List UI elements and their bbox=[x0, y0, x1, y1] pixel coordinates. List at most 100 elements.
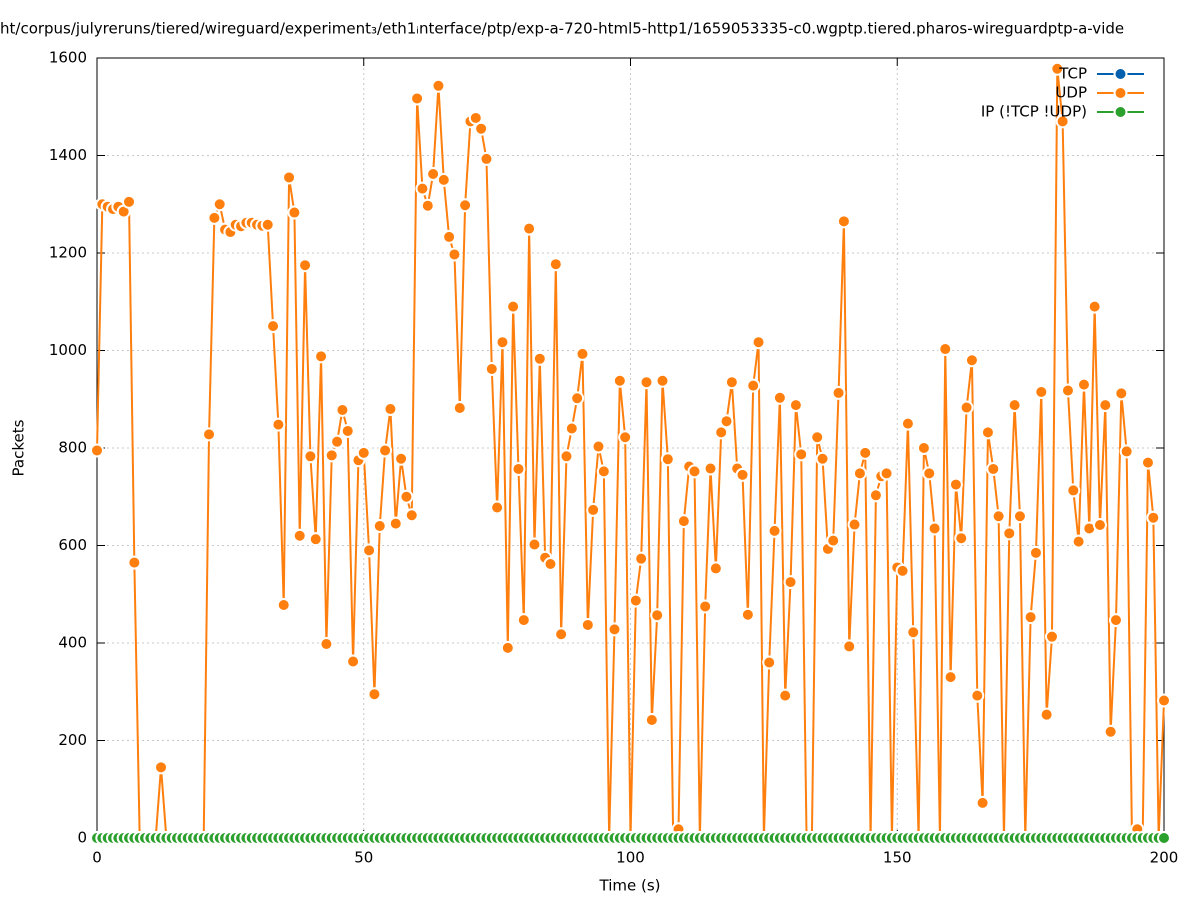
data-point bbox=[847, 517, 862, 532]
data-point bbox=[154, 760, 169, 775]
data-point bbox=[1050, 61, 1065, 76]
x-tick-label: 0 bbox=[92, 849, 102, 867]
data-point bbox=[394, 451, 409, 466]
data-point bbox=[991, 509, 1006, 524]
data-point bbox=[676, 514, 691, 529]
data-point bbox=[740, 607, 755, 622]
data-point bbox=[1028, 545, 1043, 560]
data-point bbox=[607, 622, 622, 637]
y-tick-label: 1000 bbox=[49, 341, 87, 359]
legend-label: IP (!TCP !UDP) bbox=[981, 103, 1087, 121]
data-point bbox=[383, 402, 398, 416]
legend-swatch-marker bbox=[1113, 67, 1128, 81]
data-point bbox=[202, 427, 217, 442]
data-point bbox=[596, 464, 611, 479]
data-point bbox=[516, 613, 531, 628]
data-point bbox=[922, 466, 937, 481]
y-tick-label: 1400 bbox=[49, 146, 87, 164]
data-point bbox=[810, 430, 825, 445]
legend-swatch-marker bbox=[1113, 86, 1128, 100]
data-point bbox=[1098, 398, 1113, 413]
data-point bbox=[586, 502, 601, 517]
data-point bbox=[452, 401, 467, 416]
data-point bbox=[335, 402, 350, 417]
data-point bbox=[1055, 114, 1070, 129]
data-point bbox=[506, 299, 521, 314]
data-point bbox=[458, 198, 473, 213]
data-point bbox=[970, 688, 985, 703]
data-point bbox=[639, 375, 654, 390]
legend-label: TCP bbox=[1058, 65, 1087, 83]
data-point bbox=[916, 441, 931, 455]
data-point bbox=[794, 447, 809, 462]
data-point bbox=[298, 258, 313, 273]
data-point bbox=[783, 575, 798, 590]
data-point bbox=[628, 593, 643, 608]
data-point bbox=[548, 257, 563, 272]
data-point bbox=[522, 221, 537, 236]
data-point bbox=[708, 561, 723, 576]
legend-swatch-marker bbox=[1113, 105, 1128, 119]
data-point bbox=[340, 423, 355, 438]
data-point bbox=[1007, 398, 1022, 413]
data-point bbox=[618, 430, 633, 445]
data-point bbox=[1044, 629, 1059, 644]
data-point bbox=[895, 563, 910, 578]
data-point bbox=[564, 421, 579, 436]
data-point bbox=[788, 398, 803, 413]
data-point bbox=[698, 599, 713, 614]
data-point bbox=[1114, 386, 1129, 401]
data-point bbox=[90, 443, 104, 458]
data-point bbox=[554, 627, 569, 642]
data-point bbox=[751, 335, 766, 350]
data-point bbox=[836, 214, 851, 229]
data-point bbox=[527, 537, 542, 552]
data-point bbox=[276, 597, 291, 612]
data-point bbox=[474, 121, 489, 136]
data-point bbox=[303, 449, 318, 464]
data-point bbox=[356, 445, 371, 460]
data-point bbox=[404, 508, 419, 523]
data-point bbox=[479, 151, 494, 166]
y-tick-label: 0 bbox=[77, 829, 87, 847]
data-point bbox=[426, 167, 441, 182]
chart-title: ht/corpus/julyreruns/tiered/wireguard/ex… bbox=[0, 20, 1124, 38]
data-point bbox=[324, 448, 339, 463]
data-point bbox=[868, 488, 883, 503]
y-tick-label: 200 bbox=[58, 731, 87, 749]
data-point bbox=[1119, 444, 1134, 459]
data-point bbox=[122, 194, 137, 209]
data-point bbox=[906, 625, 921, 640]
data-point bbox=[575, 346, 590, 361]
data-point bbox=[212, 197, 227, 212]
data-point bbox=[650, 608, 665, 623]
data-point bbox=[319, 636, 334, 651]
data-point bbox=[1034, 384, 1049, 399]
data-point bbox=[986, 461, 1001, 476]
y-tick-label: 1600 bbox=[49, 49, 87, 67]
data-point bbox=[772, 390, 787, 405]
data-point bbox=[346, 654, 361, 669]
data-point bbox=[852, 466, 867, 481]
data-point bbox=[442, 229, 457, 244]
data-point bbox=[815, 451, 830, 466]
data-point bbox=[378, 443, 393, 458]
data-point bbox=[644, 713, 659, 728]
data-point bbox=[879, 466, 894, 481]
data-point bbox=[314, 349, 329, 364]
data-point bbox=[1060, 383, 1075, 398]
data-point bbox=[362, 543, 377, 558]
data-point bbox=[655, 373, 670, 388]
data-point bbox=[719, 414, 734, 429]
data-point bbox=[735, 467, 750, 482]
data-point bbox=[714, 425, 729, 440]
data-point bbox=[266, 319, 281, 334]
data-point bbox=[559, 449, 574, 464]
data-point bbox=[282, 170, 297, 185]
data-point bbox=[660, 452, 675, 467]
data-point bbox=[260, 217, 275, 232]
data-point bbox=[1071, 534, 1086, 549]
x-tick-label: 150 bbox=[883, 849, 912, 867]
data-point bbox=[1157, 831, 1171, 845]
